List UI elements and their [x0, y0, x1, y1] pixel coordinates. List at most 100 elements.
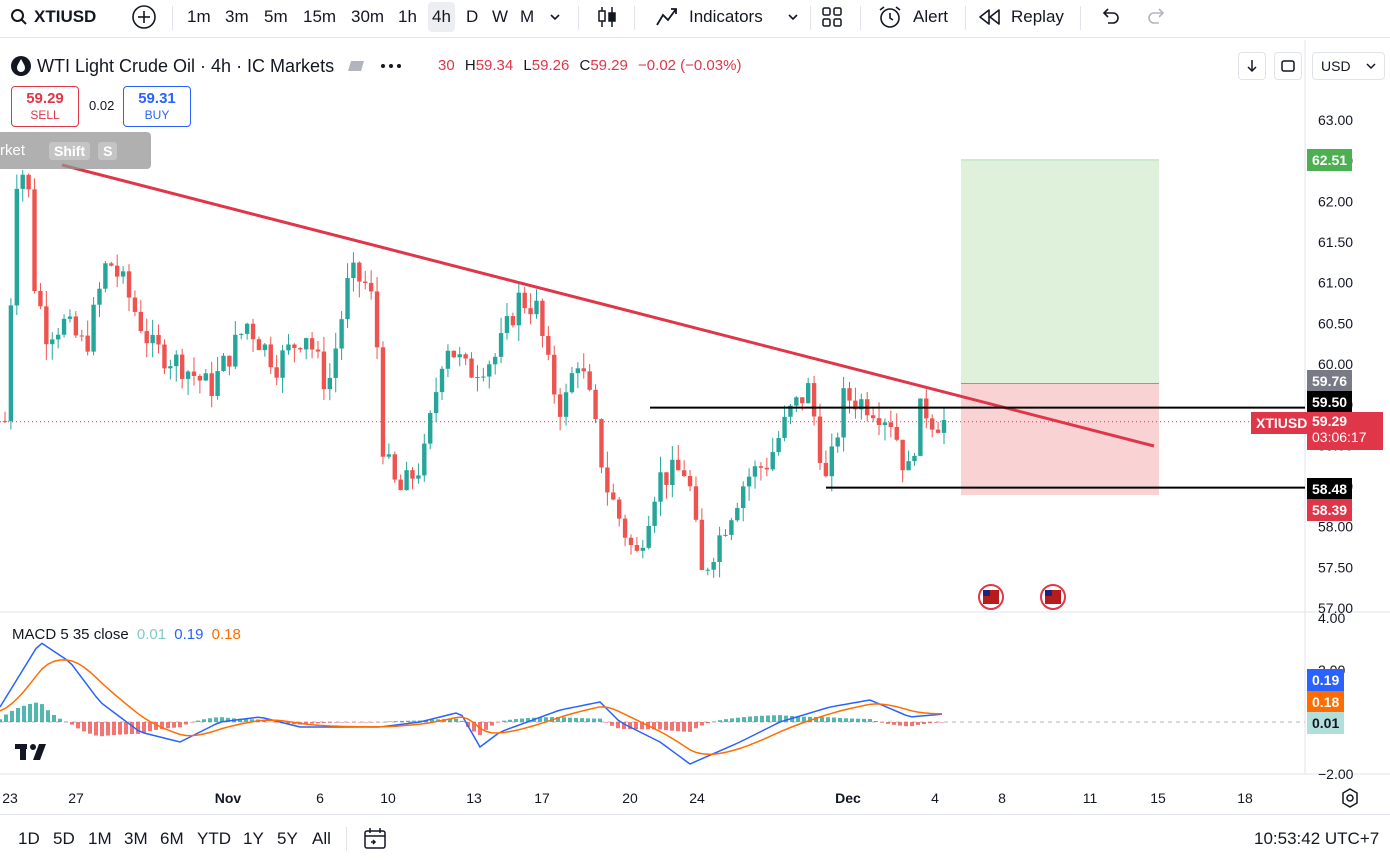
candle-body [103, 263, 108, 289]
macd-histogram-bar [124, 722, 128, 735]
eraser-icon[interactable] [348, 58, 365, 74]
candle-body [504, 316, 510, 334]
macd-histogram-bar [148, 722, 152, 732]
candle-body [859, 399, 864, 410]
search-icon [11, 9, 27, 25]
candle-body [150, 334, 155, 344]
range-ytd[interactable]: YTD [197, 829, 231, 848]
range-1d[interactable]: 1D [18, 829, 40, 848]
candle-body [640, 547, 646, 551]
candle-body [61, 318, 67, 335]
candle-body [115, 265, 120, 277]
range-all[interactable]: All [312, 829, 331, 848]
sell-button[interactable]: 59.29 SELL [11, 86, 79, 127]
range-1y[interactable]: 1Y [243, 829, 264, 848]
interval-M[interactable]: M [520, 7, 535, 26]
macd-histogram-bar [202, 719, 206, 722]
range-6m[interactable]: 6M [160, 829, 184, 848]
series-legend[interactable]: WTI Light Crude Oil · 4h · IC Markets [6, 52, 406, 80]
symbol-search[interactable]: XTIUSD [10, 0, 96, 34]
macd-histogram-bar [46, 710, 50, 722]
macd-histogram-bar [886, 722, 890, 724]
tradingview-logo-icon[interactable] [15, 742, 55, 762]
candle-body [906, 461, 911, 471]
intervals-dropdown[interactable] [548, 0, 562, 34]
range-1m[interactable]: 1M [88, 829, 112, 848]
alert-button[interactable]: Alert [877, 0, 948, 34]
candles-icon [598, 7, 616, 27]
chart-canvas[interactable]: 63.0062.5062.0061.5061.0060.5060.0059.50… [0, 40, 1390, 814]
grid-layout-icon [822, 7, 842, 27]
indicators-button[interactable]: Indicators [655, 0, 763, 34]
candle-body [729, 520, 734, 535]
buy-button[interactable]: 59.31 BUY [123, 86, 191, 127]
macd-histogram-bar [682, 722, 686, 732]
indicators-dropdown[interactable] [786, 0, 800, 34]
interval-1h[interactable]: 1h [398, 7, 417, 26]
macd-histogram-bar [772, 715, 776, 722]
macd-line-label: 0.19 [1307, 669, 1345, 691]
range-5d[interactable]: 5D [53, 829, 75, 848]
interval-1m[interactable]: 1m [187, 7, 211, 26]
candle-body [333, 348, 338, 378]
currency-select[interactable]: USD [1312, 52, 1385, 80]
interval-4h[interactable]: 4h [428, 2, 455, 32]
macd-histogram-bar [52, 714, 56, 722]
interval-D[interactable]: D [466, 7, 479, 26]
lower-level-label: 58.48 [1307, 478, 1353, 500]
gear-icon[interactable] [1340, 788, 1360, 808]
interval-3m[interactable]: 3m [225, 7, 249, 26]
range-5y[interactable]: 5Y [277, 829, 298, 848]
symbol-title-box[interactable]: WTI Light Crude Oil · 4h · IC Markets [6, 52, 406, 80]
rewind-icon [979, 9, 1000, 25]
macd-histogram-bar [604, 722, 608, 723]
fullscreen-button[interactable] [1274, 52, 1302, 80]
candle-body [144, 331, 149, 344]
undo-button[interactable] [1099, 0, 1121, 34]
price-axis-tick: 57.00 [1318, 600, 1353, 616]
macd-histogram-bar [94, 722, 98, 736]
candle-body [876, 418, 882, 426]
candle-body [557, 394, 563, 417]
replay-button[interactable]: Replay [978, 0, 1064, 34]
candle-body [97, 288, 102, 305]
candle-body [741, 486, 746, 509]
time-axis-tick: 15 [1150, 790, 1166, 806]
range-3m[interactable]: 3M [124, 829, 148, 848]
macd-histogram-bar [742, 717, 746, 722]
current-price: 59.29 [1312, 413, 1348, 429]
macd-legend[interactable]: MACD 5 35 close 0.01 0.19 0.18 [12, 626, 241, 643]
calendar-goto-icon[interactable] [362, 826, 388, 852]
layouts-button[interactable] [821, 0, 843, 34]
candle-body [32, 189, 37, 291]
candle-body [847, 388, 852, 401]
clock-timezone[interactable]: 10:53:42 UTC+7 [1254, 829, 1380, 848]
candle-body [120, 271, 126, 277]
interval-5m[interactable]: 5m [264, 7, 288, 26]
macd-histogram-bar [448, 718, 452, 722]
candle-body [735, 508, 740, 521]
toolbar-divider [965, 6, 966, 30]
macd-histogram-bar [22, 705, 26, 722]
scroll-down-button[interactable] [1238, 52, 1266, 80]
macd-histogram-bar [610, 722, 614, 726]
time-axis-tick: 8 [998, 790, 1006, 806]
macd-histogram-bar [844, 718, 848, 722]
candle-body [357, 262, 362, 282]
interval-15m[interactable]: 15m [303, 7, 337, 26]
candle-body [605, 467, 610, 493]
more-dots-icon[interactable] [380, 62, 402, 70]
candle-body [303, 338, 309, 350]
s-key: S [98, 141, 118, 160]
candle-body [44, 306, 49, 345]
compare-button[interactable] [131, 0, 157, 34]
chart-type-button[interactable] [596, 0, 618, 34]
macd-histogram-bar [832, 717, 836, 722]
macd-histogram-bar [754, 716, 758, 722]
toolbar-divider [1080, 6, 1081, 30]
interval-30m[interactable]: 30m [351, 7, 385, 26]
interval-W[interactable]: W [492, 7, 509, 26]
candle-body [233, 334, 238, 367]
macd-histogram-bar [40, 704, 44, 722]
redo-button[interactable] [1146, 0, 1168, 34]
